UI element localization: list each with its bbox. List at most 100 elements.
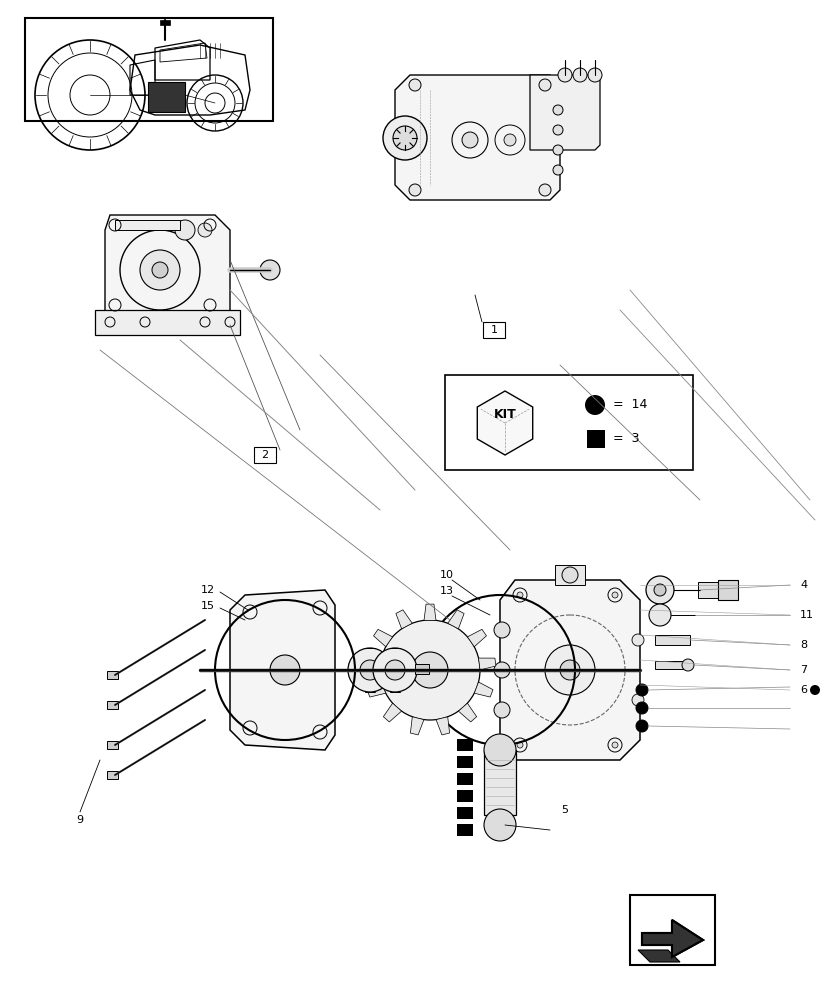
Circle shape [559, 660, 579, 680]
Bar [586, 430, 605, 448]
Text: 4: 4 [799, 580, 806, 590]
Circle shape [809, 685, 819, 695]
Polygon shape [148, 82, 184, 112]
Bar [482, 322, 504, 338]
Circle shape [140, 250, 179, 290]
Circle shape [587, 68, 601, 82]
Circle shape [635, 720, 648, 732]
Bar [654, 635, 689, 645]
Bar [717, 580, 737, 600]
Polygon shape [230, 590, 335, 750]
Polygon shape [436, 717, 449, 735]
Circle shape [552, 145, 562, 155]
Bar [457, 790, 472, 802]
Circle shape [494, 702, 509, 718]
Polygon shape [410, 717, 423, 735]
Text: 7: 7 [799, 665, 806, 675]
Polygon shape [478, 658, 495, 670]
Circle shape [504, 134, 515, 146]
Circle shape [409, 79, 420, 91]
Polygon shape [115, 220, 179, 230]
Circle shape [260, 260, 280, 280]
Circle shape [557, 68, 571, 82]
Circle shape [544, 645, 595, 695]
Polygon shape [105, 215, 230, 325]
Circle shape [635, 702, 648, 714]
Circle shape [494, 662, 509, 678]
Circle shape [681, 659, 693, 671]
Circle shape [412, 652, 447, 688]
Bar [25, 18, 273, 121]
Circle shape [380, 620, 480, 720]
Circle shape [516, 592, 523, 598]
Circle shape [174, 220, 195, 240]
Bar [457, 824, 472, 836]
Polygon shape [467, 629, 486, 647]
Polygon shape [395, 610, 412, 629]
Circle shape [538, 79, 550, 91]
Text: 8: 8 [799, 640, 806, 650]
Text: 10: 10 [439, 570, 453, 580]
Circle shape [347, 648, 391, 692]
Polygon shape [95, 310, 240, 335]
Bar [414, 664, 428, 674]
Polygon shape [394, 75, 559, 200]
Bar [484, 750, 515, 815]
Bar [457, 807, 472, 819]
Bar [254, 447, 275, 463]
Circle shape [585, 395, 605, 415]
Polygon shape [476, 391, 532, 455]
Text: 6: 6 [799, 685, 806, 695]
Circle shape [385, 660, 404, 680]
Circle shape [635, 684, 648, 696]
Polygon shape [107, 771, 118, 779]
Polygon shape [641, 920, 702, 957]
Circle shape [552, 165, 562, 175]
Text: 2: 2 [261, 450, 268, 460]
Text: 15: 15 [201, 601, 215, 611]
Circle shape [572, 68, 586, 82]
Polygon shape [423, 604, 436, 620]
Text: =  14: = 14 [612, 398, 647, 412]
Circle shape [461, 132, 477, 148]
Circle shape [484, 734, 515, 766]
Circle shape [611, 742, 617, 748]
Text: 5: 5 [561, 805, 568, 815]
Polygon shape [107, 671, 118, 679]
Text: 1: 1 [490, 325, 497, 335]
Circle shape [198, 223, 212, 237]
Polygon shape [500, 580, 639, 760]
Circle shape [484, 809, 515, 841]
Bar [160, 20, 170, 25]
Polygon shape [697, 582, 719, 598]
Circle shape [383, 116, 427, 160]
Circle shape [648, 604, 670, 626]
Text: 12: 12 [201, 585, 215, 595]
Text: 9: 9 [76, 815, 84, 825]
Circle shape [360, 660, 380, 680]
Text: 11: 11 [799, 610, 813, 620]
Polygon shape [366, 682, 385, 697]
Circle shape [631, 634, 643, 646]
Polygon shape [364, 658, 381, 670]
Polygon shape [107, 701, 118, 709]
Polygon shape [373, 629, 392, 647]
Circle shape [653, 584, 665, 596]
Bar [654, 661, 682, 669]
Bar [457, 739, 472, 751]
Circle shape [393, 126, 417, 150]
Bar [554, 565, 585, 585]
Polygon shape [529, 75, 600, 150]
Circle shape [516, 742, 523, 748]
Polygon shape [641, 920, 702, 957]
Circle shape [494, 622, 509, 638]
Circle shape [152, 262, 168, 278]
Circle shape [645, 576, 673, 604]
Bar [444, 375, 692, 470]
Circle shape [562, 567, 577, 583]
Bar [629, 895, 715, 965]
Circle shape [372, 648, 417, 692]
Circle shape [409, 184, 420, 196]
Polygon shape [474, 682, 492, 697]
Circle shape [270, 655, 299, 685]
